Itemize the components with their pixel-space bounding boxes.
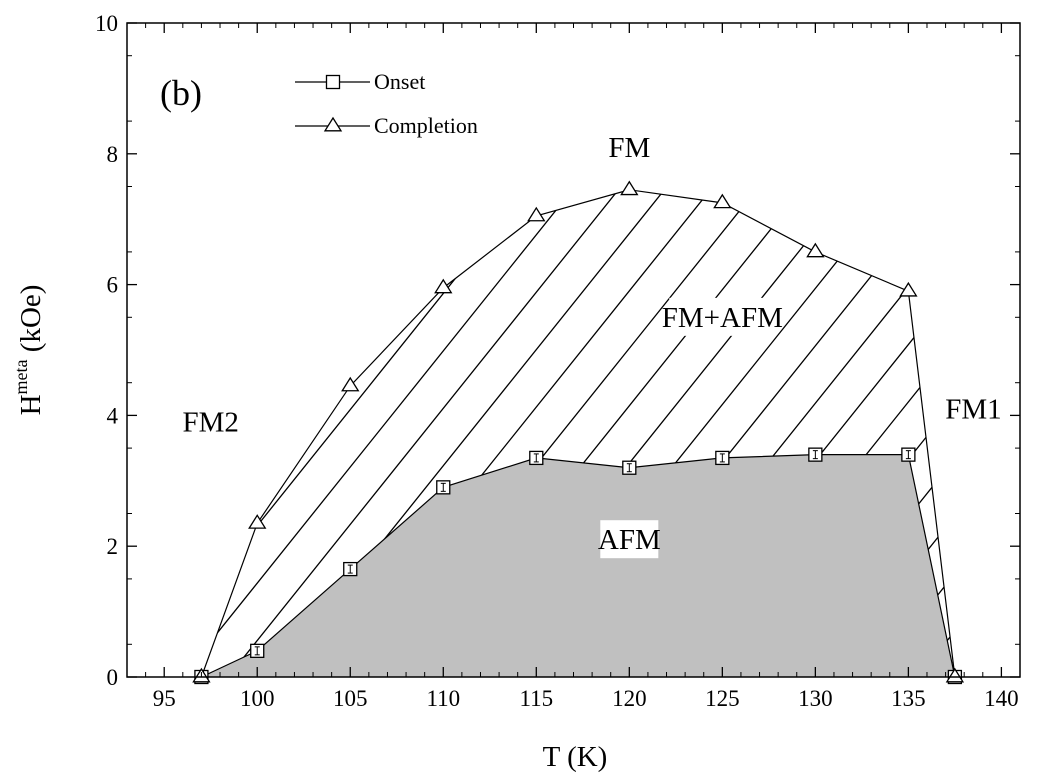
region-label-fm-afm: FM+AFM	[662, 302, 783, 334]
y-tick-label: 4	[107, 403, 119, 428]
x-tick-label: 140	[984, 686, 1019, 711]
hatch-line	[201, 189, 715, 678]
completion-point	[899, 281, 918, 297]
completion-point	[713, 193, 732, 209]
series-layer	[192, 180, 965, 685]
x-tick-label: 125	[705, 686, 740, 711]
y-tick-label: 0	[107, 665, 119, 690]
completion-point	[527, 206, 546, 222]
completion-point	[248, 514, 267, 529]
x-tick-label: 95	[153, 686, 176, 711]
panel-label: (b)	[160, 73, 202, 113]
y-axis-title-base: H	[15, 394, 47, 415]
y-axis-title: Hmeta (kOe)	[11, 285, 47, 416]
legend-marker-triangle	[323, 116, 343, 132]
y-axis-title-super: meta	[11, 359, 31, 394]
region-label-afm: AFM	[598, 524, 661, 556]
afm-region-fill	[201, 454, 955, 677]
y-axis-title-unit: (kOe)	[15, 285, 47, 360]
completion-point	[806, 242, 825, 258]
hatch-line	[219, 189, 761, 678]
completion-point	[434, 278, 453, 294]
x-tick-label: 115	[519, 686, 553, 711]
region-label-fm: FM	[608, 132, 650, 164]
completion-point	[945, 667, 965, 683]
x-axis-title: T (K)	[543, 741, 608, 773]
series-line-completion	[200, 189, 956, 678]
region-label-fm2: FM2	[183, 406, 239, 438]
x-tick-label: 105	[333, 686, 368, 711]
legend-label-onset: Onset	[374, 69, 425, 94]
region-label-fm1: FM1	[945, 393, 1001, 425]
y-tick-label: 2	[107, 534, 119, 559]
legend-marker-square	[325, 74, 341, 90]
region-labels: FM FM+AFM FM2 FM1 AFM	[183, 132, 1003, 559]
y-tick-label: 8	[107, 142, 119, 167]
legend: Onset Completion	[295, 69, 478, 138]
x-tick-label: 130	[798, 686, 833, 711]
x-tick-label: 100	[240, 686, 275, 711]
x-tick-label: 110	[426, 686, 460, 711]
completion-point	[620, 180, 639, 196]
completion-point	[341, 376, 360, 392]
region-label-bg	[600, 520, 659, 559]
x-tick-label: 120	[612, 686, 647, 711]
region-label-bg	[669, 297, 776, 336]
legend-label-completion: Completion	[374, 113, 478, 138]
y-tick-label: 10	[95, 11, 118, 36]
x-tick-label: 135	[891, 686, 926, 711]
y-tick-label: 6	[107, 273, 119, 298]
axes: 95 100 105 110 115 120 125 130 135 140 0 2 4 6 8 10	[95, 11, 1021, 711]
region-label-bg	[944, 389, 1003, 428]
series-line-onset	[201, 454, 956, 678]
